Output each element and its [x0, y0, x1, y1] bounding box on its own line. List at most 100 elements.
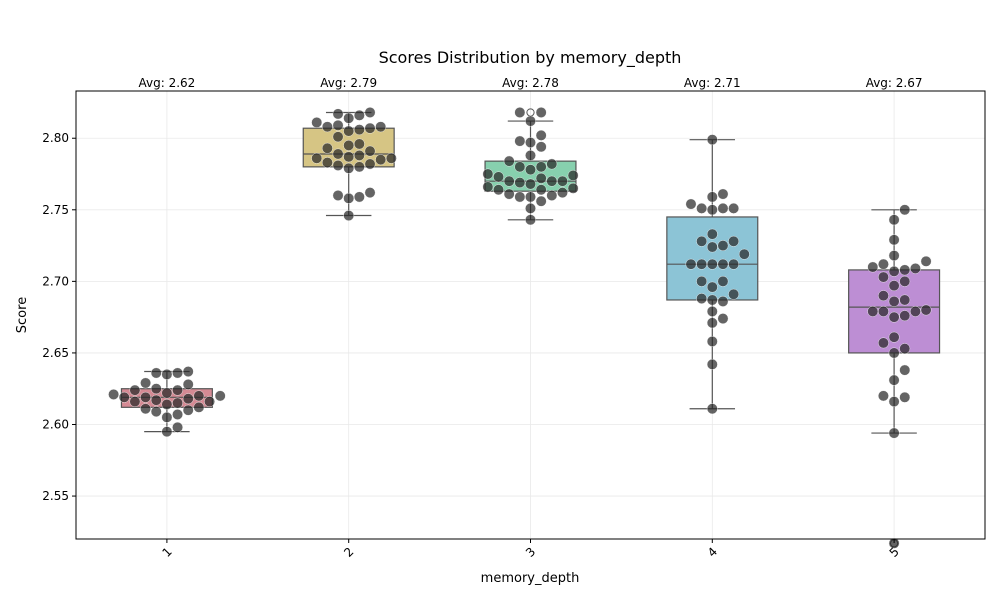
data-point [867, 306, 879, 317]
y-tick-label: 2.60 [42, 417, 69, 431]
data-point [535, 107, 547, 118]
data-point [193, 390, 205, 402]
data-point [685, 198, 697, 210]
y-tick-label: 2.80 [42, 131, 69, 145]
data-point [899, 343, 911, 355]
data-point [525, 164, 536, 176]
data-point [878, 390, 889, 402]
data-point [888, 537, 900, 549]
data-point [888, 280, 900, 292]
data-point [706, 294, 718, 306]
data-point [888, 396, 900, 407]
data-point [343, 139, 355, 151]
data-point [706, 134, 718, 146]
data-point [525, 137, 536, 148]
data-point [888, 331, 900, 343]
data-point [728, 202, 740, 214]
data-point [353, 109, 365, 121]
x-tick-label: 4 [705, 545, 720, 560]
data-point [706, 258, 718, 270]
data-point [161, 399, 173, 410]
data-point [546, 190, 558, 201]
average-label: Avg: 2.71 [684, 76, 741, 90]
data-point [696, 258, 708, 270]
data-point [321, 121, 333, 133]
data-point [140, 377, 151, 389]
data-point [706, 306, 718, 317]
data-point [161, 411, 173, 423]
data-point [888, 296, 900, 307]
data-point [493, 184, 504, 196]
data-point [685, 258, 697, 270]
data-point [182, 366, 194, 377]
data-point [728, 288, 740, 300]
data-point [343, 112, 355, 124]
data-point [140, 391, 151, 403]
data-point [514, 191, 526, 203]
data-point [878, 271, 889, 283]
data-point [503, 155, 515, 167]
data-point [343, 151, 355, 163]
data-point [332, 190, 344, 201]
data-point [364, 187, 376, 199]
data-point [375, 154, 387, 166]
data-point [332, 131, 344, 143]
data-point [567, 170, 579, 181]
y-tick-label: 2.55 [42, 489, 69, 503]
data-point [343, 125, 355, 137]
data-point [353, 138, 365, 150]
data-point [332, 148, 344, 160]
y-tick-label: 2.65 [42, 346, 69, 360]
data-point [332, 119, 344, 131]
data-point [514, 177, 526, 189]
data-point [204, 396, 215, 407]
data-point [150, 394, 162, 406]
data-point [888, 265, 900, 277]
data-point [878, 306, 889, 317]
data-point [525, 191, 536, 203]
data-point [482, 181, 494, 193]
data-point [696, 202, 708, 214]
data-point [557, 175, 568, 187]
data-point [546, 158, 558, 170]
data-point [535, 161, 547, 173]
data-point [557, 187, 568, 199]
data-point [888, 250, 900, 262]
data-point [888, 374, 900, 386]
data-point [172, 384, 183, 396]
data-point [899, 264, 911, 276]
data-point [717, 296, 729, 307]
data-point [696, 235, 708, 247]
data-point [525, 202, 536, 214]
data-point [108, 389, 120, 400]
data-point [353, 124, 365, 136]
data-point [364, 158, 376, 170]
data-point [182, 379, 194, 390]
data-point [920, 255, 932, 267]
data-point [525, 115, 536, 127]
data-point [172, 409, 183, 420]
data-point [129, 396, 141, 407]
data-point [899, 310, 911, 322]
data-point [899, 364, 911, 376]
data-point [525, 150, 536, 161]
data-point [311, 152, 323, 164]
data-point [364, 107, 376, 118]
x-tick-label: 5 [887, 545, 902, 560]
data-point [696, 275, 708, 287]
data-point [503, 175, 515, 187]
data-point [535, 129, 547, 141]
data-point [503, 188, 515, 200]
data-point [140, 403, 151, 415]
data-point [717, 188, 729, 200]
data-point [546, 175, 558, 187]
data-point [717, 240, 729, 251]
data-point [161, 426, 173, 438]
data-point [343, 210, 355, 221]
data-point [706, 281, 718, 293]
data-point [535, 184, 547, 196]
data-point [332, 108, 344, 120]
data-point [150, 406, 162, 418]
data-point [567, 182, 579, 194]
data-point [321, 157, 333, 168]
